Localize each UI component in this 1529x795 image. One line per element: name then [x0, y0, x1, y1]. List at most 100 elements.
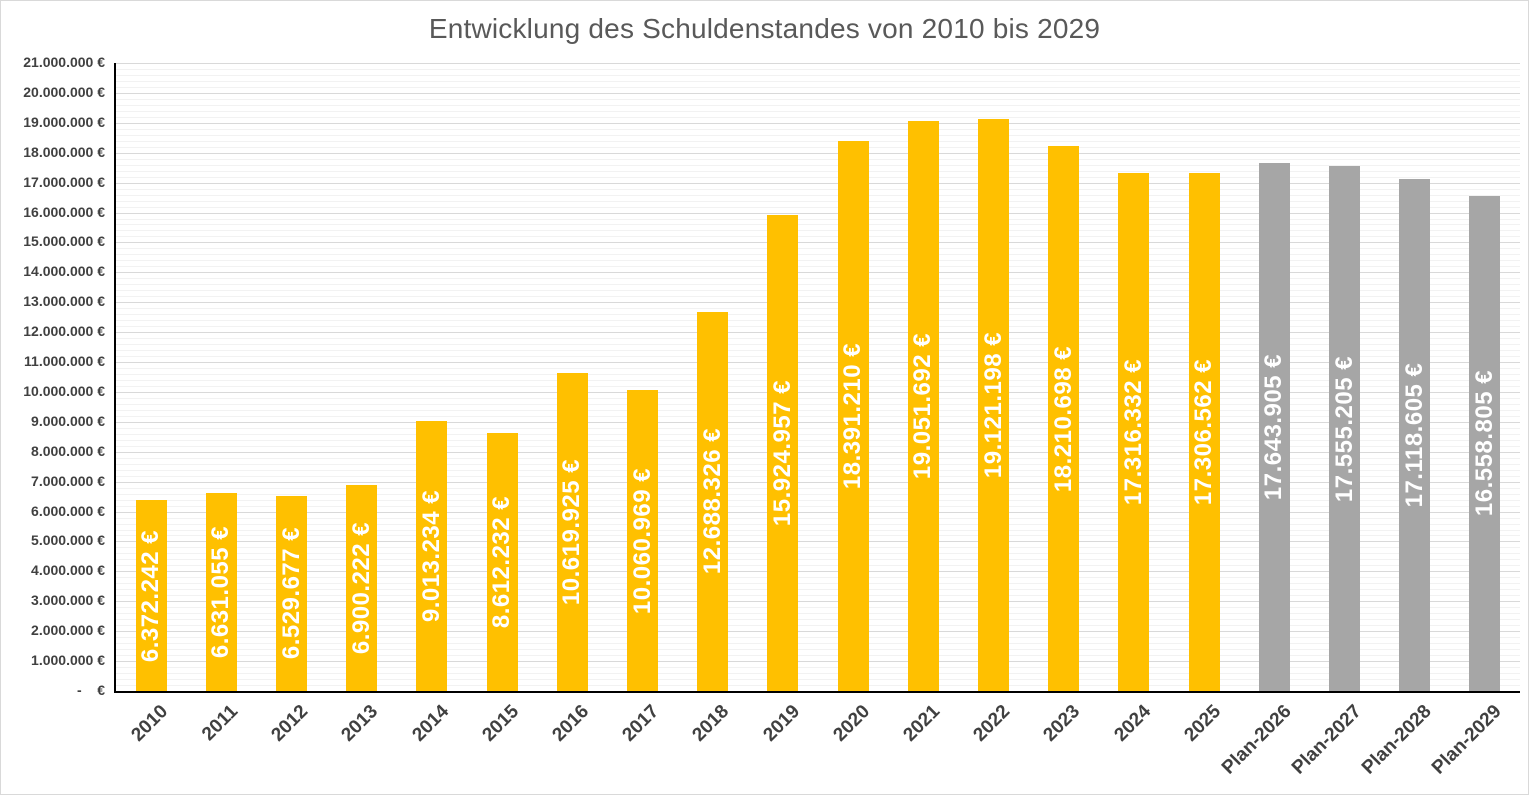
minor-gridline [116, 487, 1520, 489]
minor-gridline [116, 218, 1520, 220]
minor-gridline [116, 385, 1520, 387]
x-tick-label-2024: 2024 [1110, 701, 1155, 746]
x-tick-label-2014: 2014 [408, 701, 453, 746]
minor-gridline [116, 637, 1520, 639]
minor-gridline [116, 523, 1520, 525]
bar-2013[interactable]: 6.900.222 € [346, 484, 378, 691]
minor-gridline [116, 517, 1520, 519]
minor-gridline [116, 140, 1520, 142]
minor-gridline [116, 559, 1520, 561]
bar-2018[interactable]: 12.688.326 € [697, 311, 729, 691]
minor-gridline [116, 379, 1520, 381]
major-gridline [116, 451, 1520, 453]
minor-gridline [116, 415, 1520, 417]
bar-value-label: 17.643.905 € [1260, 354, 1288, 501]
bar-2025[interactable]: 17.306.562 € [1188, 173, 1220, 691]
bar-Plan-2026[interactable]: 17.643.905 € [1258, 163, 1290, 691]
minor-gridline [116, 475, 1520, 477]
minor-gridline [116, 499, 1520, 501]
y-tick-label: 19.000.000 € [23, 113, 105, 130]
minor-gridline [116, 188, 1520, 190]
minor-gridline [116, 463, 1520, 465]
x-tick-label-2012: 2012 [267, 701, 313, 746]
minor-gridline [116, 194, 1520, 196]
minor-gridline [116, 350, 1520, 352]
major-gridline [116, 661, 1520, 663]
plot-area: 6.372.242 € 6.631.055 € 6.529.677 € 6.900.2… [114, 63, 1520, 693]
minor-gridline [116, 589, 1520, 591]
minor-gridline [116, 655, 1520, 657]
bar-value-label: 17.118.605 € [1400, 362, 1428, 508]
minor-gridline [116, 320, 1520, 322]
minor-gridline [116, 170, 1520, 172]
minor-gridline [116, 374, 1520, 375]
major-gridline [116, 421, 1520, 423]
major-gridline [116, 571, 1520, 573]
bar-Plan-2029[interactable]: 16.558.805 € [1469, 195, 1501, 691]
bar-2017[interactable]: 10.060.969 € [627, 390, 658, 691]
minor-gridline [116, 146, 1520, 148]
major-gridline [116, 302, 1520, 304]
x-tick-label-Plan-2027: Plan-2027 [1287, 701, 1366, 779]
bar-2019[interactable]: 15.924.957 € [767, 214, 799, 691]
minor-gridline [116, 326, 1520, 328]
y-tick-label: 16.000.000 € [23, 203, 105, 220]
minor-gridline [116, 104, 1520, 106]
minor-gridline [116, 679, 1520, 681]
minor-gridline [116, 493, 1520, 495]
x-tick-label-2019: 2019 [759, 701, 804, 746]
bar-2012[interactable]: 6.529.677 € [276, 495, 307, 691]
minor-gridline [116, 595, 1520, 597]
y-tick-label: 21.000.000 € [23, 54, 105, 70]
y-tick-label: 17.000.000 € [23, 173, 105, 190]
bar-2016[interactable]: 10.619.925 € [556, 373, 588, 691]
bar-Plan-2028[interactable]: 17.118.605 € [1399, 179, 1431, 691]
minor-gridline [116, 164, 1520, 166]
minor-gridline [116, 86, 1520, 88]
bar-2021[interactable]: 19.051.692 € [907, 121, 939, 691]
major-gridline [116, 152, 1520, 154]
bar-value-label: 10.619.925 € [558, 459, 586, 606]
minor-gridline [116, 625, 1520, 627]
x-tick-label-2023: 2023 [1039, 701, 1085, 746]
bar-2011[interactable]: 6.631.055 € [205, 492, 237, 691]
bar-2020[interactable]: 18.391.210 € [837, 141, 869, 691]
minor-gridline [116, 356, 1520, 358]
bar-2014[interactable]: 9.013.234 € [416, 421, 448, 691]
bar-value-label: 15.924.957 € [768, 379, 796, 526]
minor-gridline [116, 583, 1520, 585]
y-tick-label: 5.000.000 € [31, 532, 105, 549]
major-gridline [116, 511, 1520, 513]
y-tick-label: - € [76, 682, 105, 698]
bar-2022[interactable]: 19.121.198 € [978, 119, 1009, 691]
minor-gridline [116, 296, 1520, 298]
minor-gridline [116, 427, 1520, 429]
bar-2024[interactable]: 17.316.332 € [1118, 173, 1150, 691]
x-tick-label-2018: 2018 [688, 701, 734, 746]
bar-2010[interactable]: 6.372.242 € [135, 500, 167, 691]
major-gridline [116, 182, 1520, 184]
y-tick-label: 8.000.000 € [31, 442, 105, 459]
x-tick-label-2022: 2022 [969, 701, 1015, 746]
bar-2015[interactable]: 8.612.232 € [486, 433, 518, 691]
bar-value-label: 6.529.677 € [277, 527, 305, 660]
x-tick-label-Plan-2028: Plan-2028 [1357, 701, 1436, 779]
major-gridline [116, 601, 1520, 603]
x-tick-label-2020: 2020 [829, 701, 874, 746]
x-tick-label-2017: 2017 [618, 701, 664, 746]
minor-gridline [116, 176, 1520, 178]
minor-gridline [116, 314, 1520, 316]
chart-title: Entwicklung des Schuldenstandes von 2010… [428, 13, 1101, 44]
bar-value-label: 12.688.326 € [698, 428, 726, 575]
minor-gridline [116, 158, 1520, 160]
y-tick-label: 15.000.000 € [23, 233, 105, 250]
bar-Plan-2027[interactable]: 17.555.205 € [1329, 166, 1360, 691]
minor-gridline [116, 290, 1520, 292]
bar-2023[interactable]: 18.210.698 € [1048, 146, 1080, 691]
major-gridline [116, 122, 1520, 124]
minor-gridline [116, 565, 1520, 567]
minor-gridline [116, 128, 1520, 130]
minor-gridline [116, 368, 1520, 370]
major-gridline [116, 63, 1520, 64]
